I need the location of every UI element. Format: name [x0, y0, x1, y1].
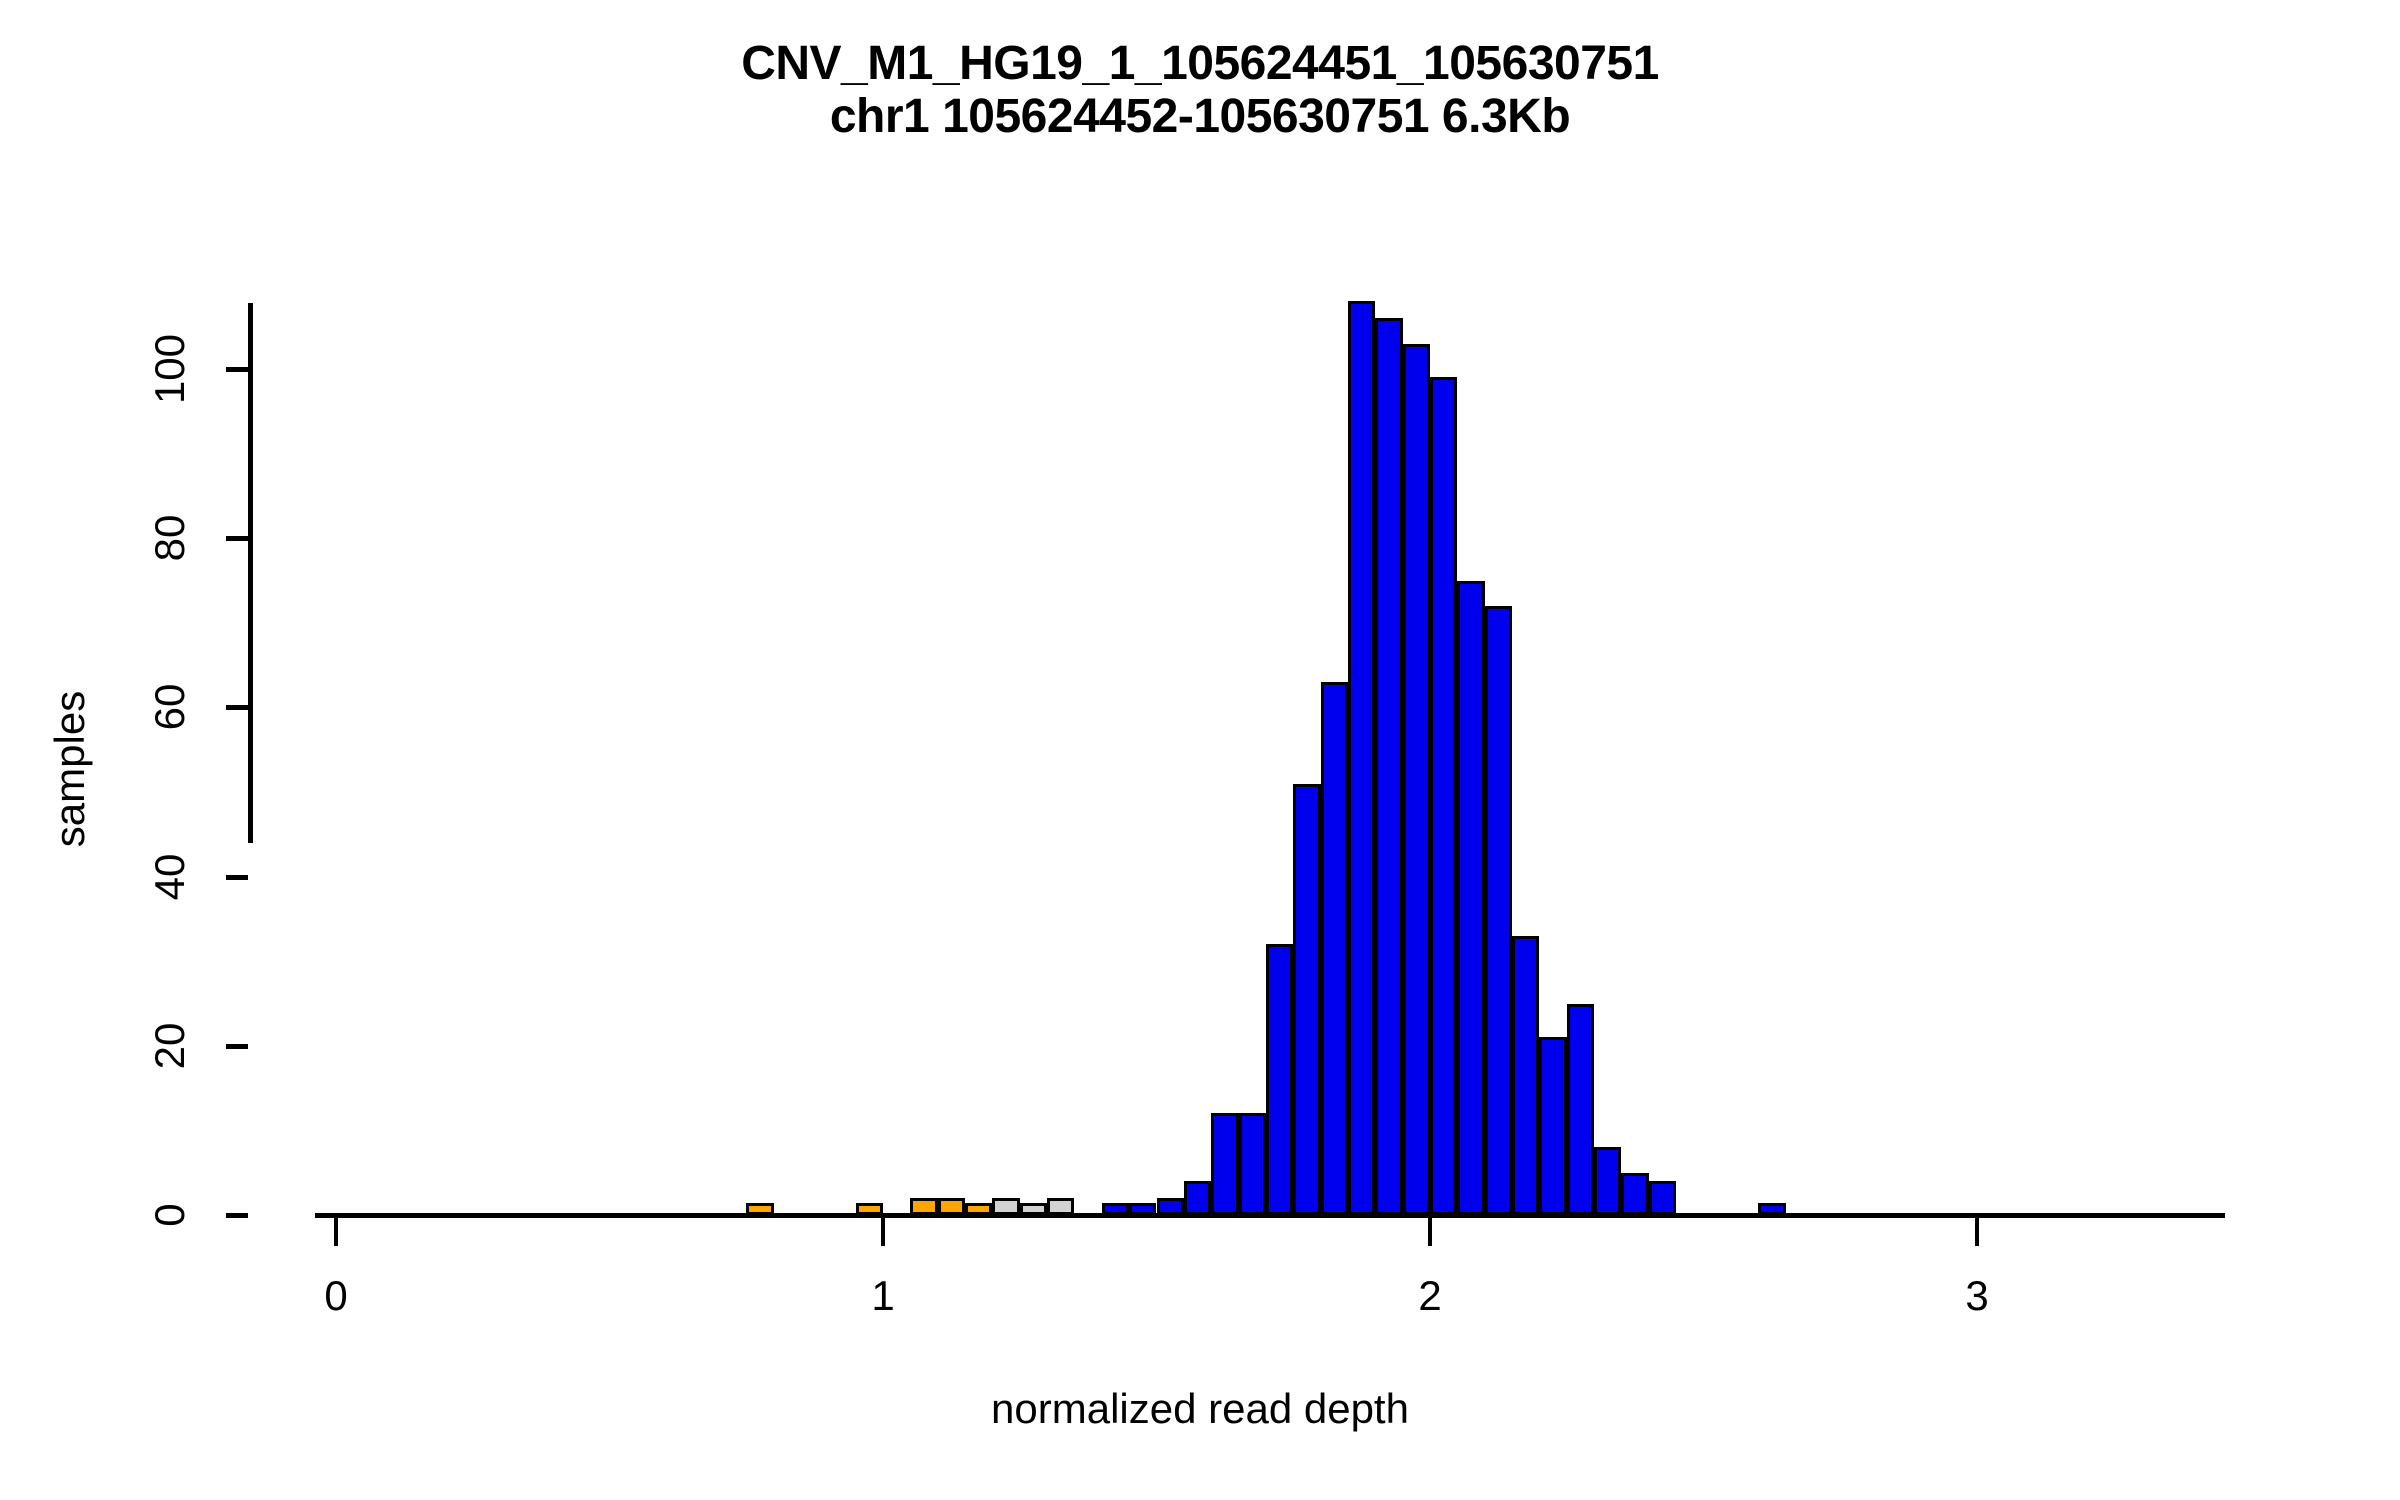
- histogram-bar: [1019, 1203, 1048, 1215]
- histogram-bar: [1512, 935, 1540, 1215]
- y-axis-tick-mark: [226, 705, 248, 711]
- y-axis-tick-mark: [226, 1213, 248, 1218]
- histogram-bar: [1265, 944, 1294, 1215]
- x-axis-tick-label: 0: [324, 1272, 348, 1319]
- histogram-bar: [1211, 1113, 1239, 1215]
- histogram-bar: [1156, 1198, 1184, 1215]
- x-axis-tick-label: 1: [871, 1272, 895, 1319]
- histogram-bar: [965, 1203, 993, 1215]
- histogram-bar: [1594, 1147, 1622, 1215]
- y-axis-tick-mark: [226, 874, 248, 880]
- histogram-bar: [1539, 1037, 1567, 1215]
- histogram-bar: [1347, 301, 1376, 1215]
- histogram-bar: [746, 1203, 774, 1215]
- y-axis-title: samples: [46, 690, 93, 848]
- histogram-bar: [1293, 783, 1321, 1215]
- histogram-bar: [1621, 1172, 1649, 1215]
- histogram-bar: [855, 1203, 883, 1215]
- histogram-bar: [1566, 1003, 1595, 1215]
- y-axis-tick-mark: [226, 536, 248, 542]
- x-axis-title: normalized read depth: [991, 1385, 1409, 1432]
- y-axis-line: [248, 303, 253, 843]
- x-axis-tick-mark: [1428, 1218, 1432, 1246]
- x-axis-tick-mark: [881, 1218, 885, 1246]
- histogram-bar: [1648, 1181, 1677, 1215]
- histogram-bar: [1430, 377, 1458, 1215]
- histogram-bar: [1457, 580, 1485, 1215]
- histogram-bar: [1238, 1113, 1266, 1215]
- x-axis-tick-mark: [1975, 1218, 1979, 1246]
- histogram-bar: [1375, 318, 1403, 1215]
- histogram-bar: [1101, 1203, 1130, 1215]
- histogram-bar: [992, 1198, 1020, 1215]
- x-axis-tick-label: 2: [1418, 1272, 1442, 1319]
- histogram-bar: [1047, 1198, 1075, 1215]
- y-axis-tick-mark: [226, 1043, 248, 1049]
- x-axis-line: [315, 1213, 2225, 1218]
- histogram-bar: [1402, 343, 1430, 1215]
- histogram-bar: [1320, 682, 1348, 1215]
- x-axis-tick-label: 3: [1965, 1272, 1989, 1319]
- histogram-bar: [1183, 1181, 1212, 1215]
- histogram-bar: [910, 1198, 938, 1215]
- x-axis-tick-mark: [334, 1218, 338, 1246]
- chart-title-block: CNV_M1_HG19_1_105624451_105630751 chr1 1…: [0, 37, 2400, 144]
- histogram-bar: [1129, 1203, 1157, 1215]
- histogram-bar: [937, 1198, 966, 1215]
- y-axis-tick-mark: [226, 367, 248, 372]
- chart-title-line-1: CNV_M1_HG19_1_105624451_105630751: [741, 37, 1659, 90]
- histogram-bar: [1484, 605, 1513, 1215]
- histogram-bar: [1758, 1203, 1786, 1215]
- chart-title-line-2: chr1 105624452-105630751 6.3Kb: [829, 89, 1571, 143]
